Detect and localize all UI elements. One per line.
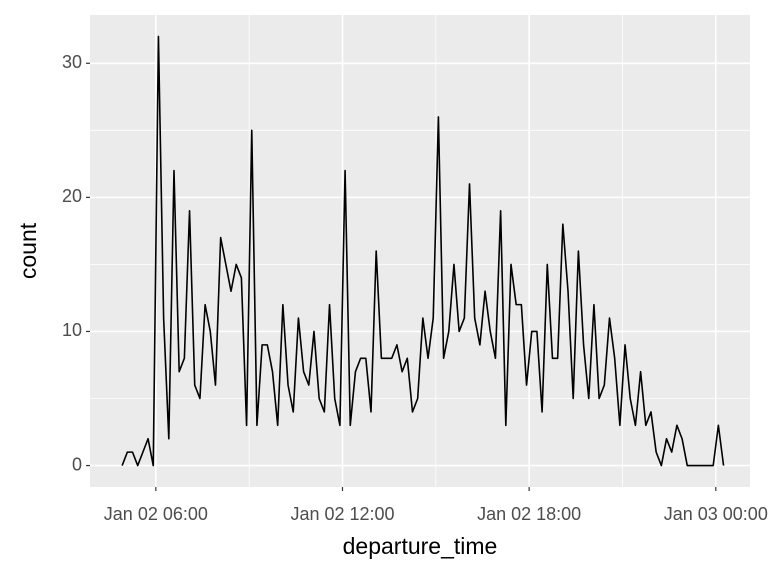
- y-axis-title: count: [15, 222, 41, 279]
- x-tick-label: Jan 03 00:00: [664, 504, 768, 524]
- x-tick-label: Jan 02 12:00: [290, 504, 394, 524]
- y-tick-label: 30: [62, 52, 82, 72]
- y-tick-label: 20: [62, 186, 82, 206]
- x-tick-label: Jan 02 18:00: [477, 504, 581, 524]
- x-axis-title: departure_time: [343, 533, 498, 559]
- line: [121, 35, 725, 467]
- y-tick-label: 10: [62, 320, 82, 340]
- x-tick-label: Jan 02 06:00: [104, 504, 208, 524]
- panel: [90, 15, 750, 487]
- y-tick-label: 0: [72, 454, 82, 474]
